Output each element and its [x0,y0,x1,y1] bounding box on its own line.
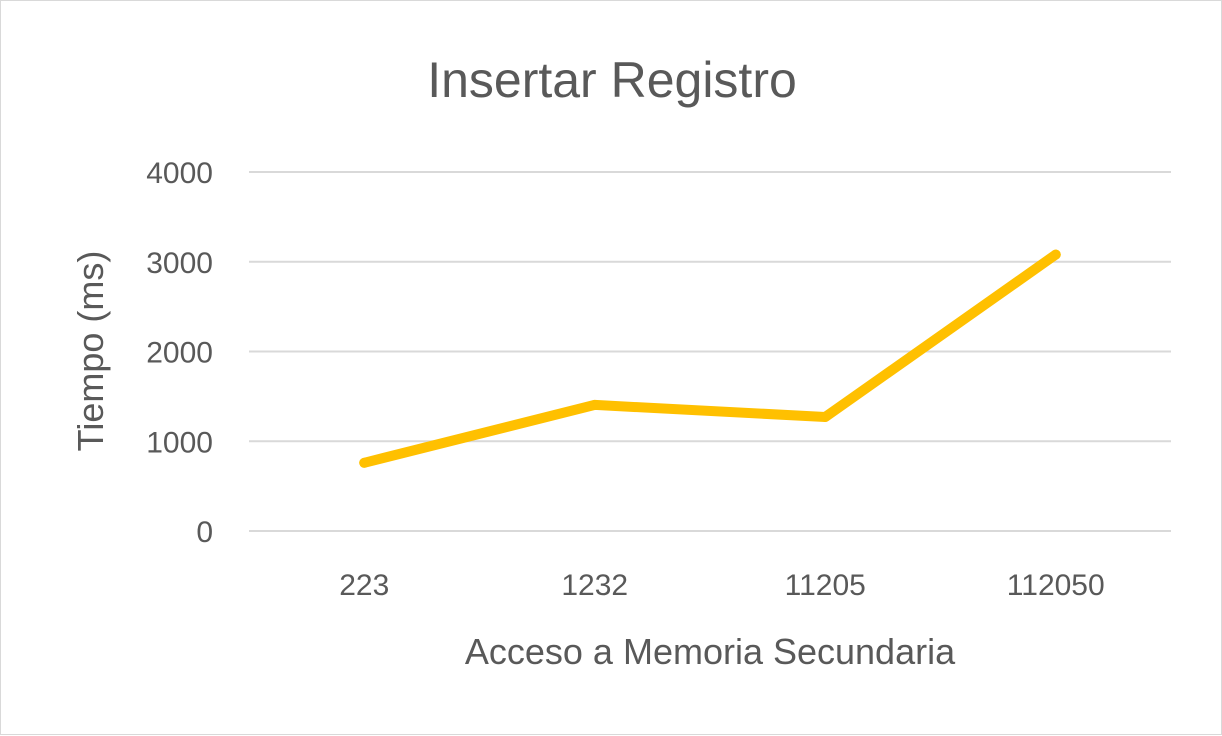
x-tick-label: 112050 [1007,569,1105,602]
y-axis-ticks: 0 1000 2000 3000 4000 [146,157,213,549]
data-point [820,412,831,423]
data-point [359,457,370,468]
x-tick-label: 1232 [561,569,628,602]
y-tick-label: 1000 [146,426,213,459]
y-tick-label: 4000 [146,157,213,190]
x-tick-label: 223 [339,569,389,602]
gridlines [249,171,1171,532]
series-line [359,249,1061,468]
y-axis-label: Tiempo (ms) [70,251,111,452]
y-tick-label: 0 [196,516,213,549]
x-axis-label: Acceso a Memoria Secundaria [465,631,956,672]
data-point [1050,249,1061,260]
chart-title: Insertar Registro [427,52,797,108]
x-tick-label: 11205 [785,569,866,602]
y-tick-label: 3000 [146,247,213,280]
y-tick-label: 2000 [146,337,213,370]
x-axis-ticks: 223 1232 11205 112050 [339,569,1104,602]
data-point [589,399,600,410]
series-layer [359,249,1061,468]
